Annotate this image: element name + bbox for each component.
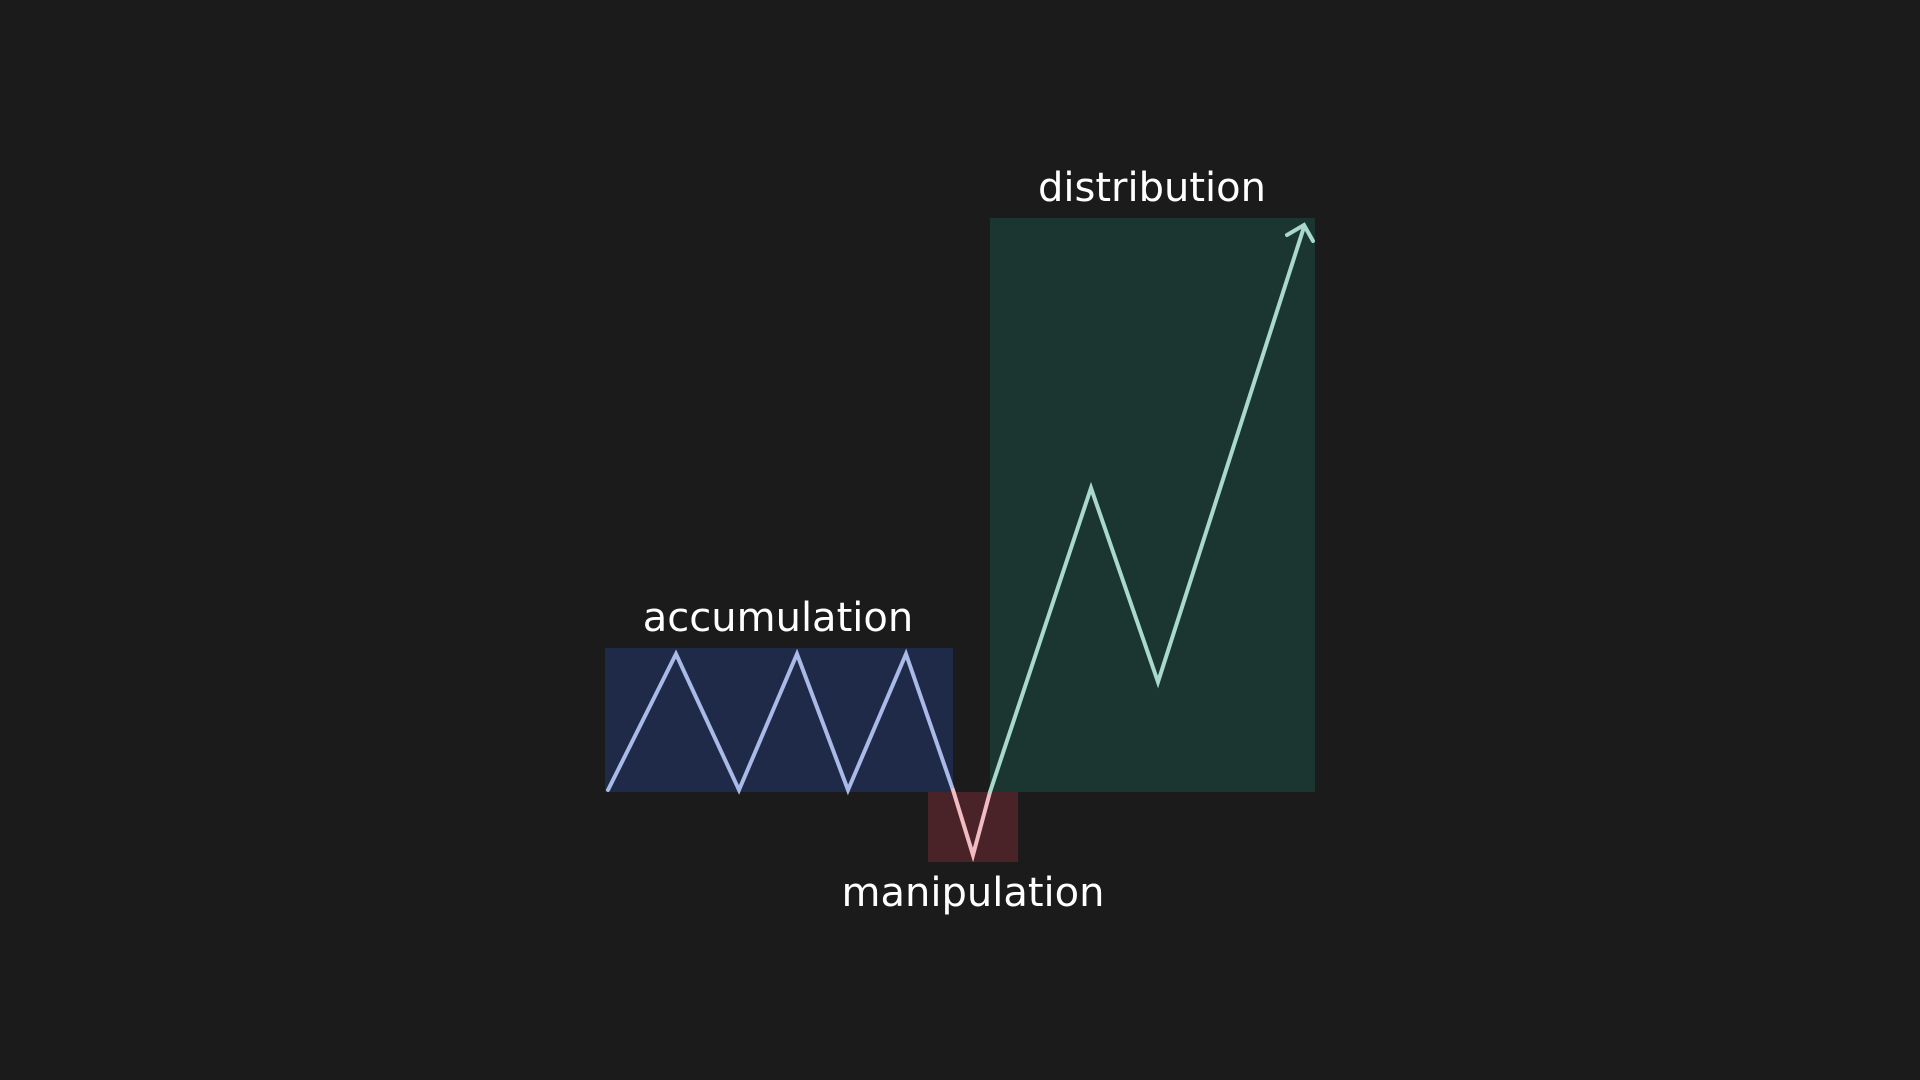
accumulation-price-line xyxy=(606,648,955,796)
accumulation-box xyxy=(605,648,953,792)
manipulation-label: manipulation xyxy=(842,870,1105,916)
distribution-box xyxy=(990,218,1315,792)
accumulation-label: accumulation xyxy=(643,595,913,641)
arrow-up-right-icon xyxy=(1285,222,1315,243)
manipulation-price-line xyxy=(951,788,992,863)
distribution-price-line xyxy=(988,225,1306,794)
distribution-label: distribution xyxy=(1038,165,1266,211)
